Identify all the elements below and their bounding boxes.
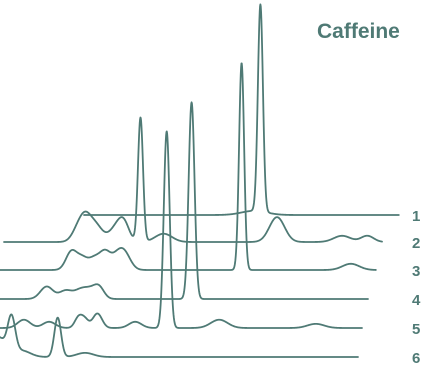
trace-3	[0, 62, 377, 271]
trace-6	[0, 313, 359, 358]
trace-label-4: 4	[412, 292, 421, 309]
trace-5	[0, 130, 363, 329]
trace-4	[0, 101, 369, 300]
trace-label-1: 1	[412, 208, 420, 225]
trace-group: 1 2 3 4 5 6	[0, 3, 421, 367]
trace-2	[3, 116, 383, 243]
trace-label-5: 5	[412, 321, 420, 338]
trace-label-3: 3	[412, 263, 420, 280]
trace-label-6: 6	[412, 350, 420, 367]
trace-label-2: 2	[412, 235, 420, 252]
chart-title: Caffeine	[317, 20, 400, 43]
